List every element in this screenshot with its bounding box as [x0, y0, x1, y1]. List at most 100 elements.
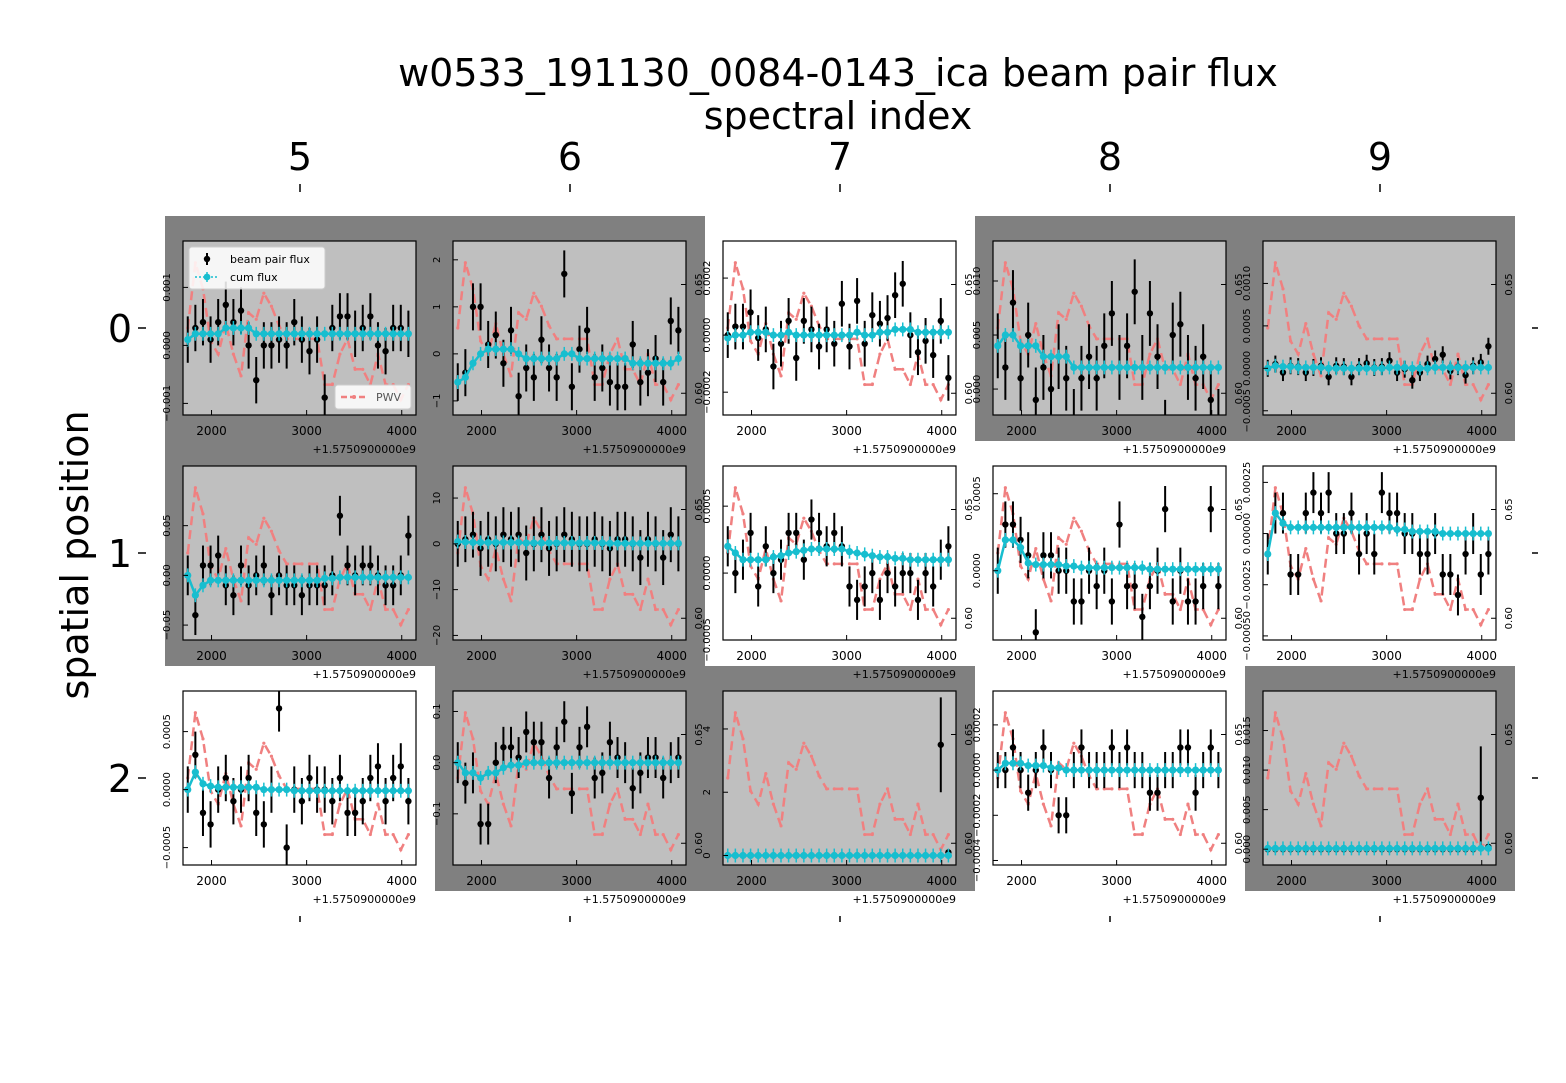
y-tick-label: −0.0002 [702, 370, 713, 413]
cum-point [868, 552, 876, 560]
x-tick-label: 4000 [926, 424, 957, 438]
panel-r0-c2: 2000 3000 4000 +1.5750900000e9 −0.0002 0.0000… [702, 240, 975, 456]
plot-area [723, 691, 956, 865]
cum-point [476, 350, 485, 358]
pwv-point [1433, 592, 1437, 596]
cum-point [515, 350, 523, 358]
cum-point [1477, 844, 1485, 852]
beam-point [922, 337, 929, 345]
pwv-point [1327, 536, 1331, 540]
pwv-point [669, 398, 673, 402]
beam-point [606, 378, 614, 386]
cum-point [1070, 562, 1078, 570]
cum-point [530, 354, 538, 363]
cum-point [1279, 844, 1287, 852]
cum-point [800, 546, 808, 554]
pwv-point [463, 486, 467, 490]
cum-point [621, 539, 629, 547]
cum-point [1093, 564, 1101, 572]
beam-point [1348, 509, 1355, 517]
beam-point [1146, 310, 1154, 317]
pwv-point [1365, 787, 1369, 791]
beam-point [1184, 598, 1192, 605]
cum-point [1062, 766, 1070, 774]
pwv-point [1365, 337, 1369, 341]
beam-point [1161, 505, 1169, 513]
cum-point [461, 769, 469, 777]
cum-point [613, 759, 622, 767]
cum-point [1370, 523, 1378, 532]
beam-point [1078, 744, 1085, 751]
cum-point [1469, 844, 1477, 852]
pwv-point [1003, 261, 1007, 265]
cum-point [800, 331, 808, 339]
cum-point [397, 573, 405, 581]
cum-point [537, 759, 546, 767]
cum-point [815, 851, 823, 860]
beam-point [732, 569, 739, 577]
cum-point [575, 539, 584, 547]
cum-point [1085, 564, 1093, 572]
pwv-point [524, 317, 528, 321]
pwv-point [1178, 382, 1182, 387]
cum-point [929, 556, 937, 564]
cum-point [575, 354, 584, 363]
cum-point [492, 345, 500, 353]
x-tick-label: 4000 [1466, 649, 1497, 663]
cum-point [1146, 363, 1154, 372]
pwv-point [368, 832, 372, 837]
beam-point [192, 611, 199, 619]
beam-point [876, 320, 884, 327]
pwv-series-line [186, 487, 410, 628]
x-tick-label: 4000 [386, 424, 417, 438]
y-tick-label: 0 [432, 351, 443, 357]
beam-point [553, 374, 560, 381]
cum-point [267, 576, 276, 584]
beam-point [785, 317, 792, 325]
pwv-point [539, 304, 544, 308]
panel-r1-c0: 2000 3000 4000 +1.5750900000e9 −0.05 0.00 0.05 [162, 465, 417, 681]
pwv-y-tick-label: 0.60 [964, 607, 975, 629]
cum-point [1325, 523, 1333, 532]
cum-point [305, 576, 314, 584]
cum-point [1439, 529, 1447, 538]
beam-point [382, 348, 389, 355]
panel-frame [182, 690, 417, 866]
pwv-point [247, 536, 251, 540]
pwv-point [509, 599, 513, 603]
pwv-point [1273, 486, 1277, 490]
pwv-point [277, 549, 281, 553]
panel-frame [1262, 690, 1497, 866]
y-tick-label: 0.0005 [702, 489, 713, 524]
cum-point [621, 759, 629, 767]
beam-point [336, 512, 344, 519]
plot-content [454, 250, 682, 415]
beam-point [1431, 355, 1439, 363]
panel-r1-c3: 2000 3000 4000 +1.5750900000e9 0.0000 0.0005 0… [972, 465, 1245, 681]
x-tick-label: 3000 [561, 649, 592, 663]
beam-point [530, 738, 538, 746]
panel-frame [452, 465, 687, 641]
beam-point [1032, 396, 1039, 404]
pwv-point [285, 562, 289, 566]
beam-point [561, 718, 568, 725]
beam-point [1439, 571, 1446, 578]
cum-point [1108, 363, 1116, 372]
cum-point [606, 354, 614, 363]
pwv-y-tick-label: 0.65 [694, 498, 705, 520]
beam-point [298, 798, 306, 805]
cum-point [891, 325, 899, 334]
beam-point [747, 529, 754, 537]
cum-point [1191, 565, 1200, 573]
cum-point [746, 851, 755, 860]
cum-point [229, 783, 238, 791]
cum-point [1199, 766, 1207, 774]
beam-point [667, 317, 674, 325]
beam-point [469, 303, 477, 311]
beam-point [321, 394, 328, 401]
beam-point [230, 592, 237, 599]
beam-point [1009, 521, 1017, 528]
x-tick-label: 4000 [1196, 649, 1227, 663]
beam-point [1462, 371, 1469, 379]
beam-point [405, 798, 412, 805]
